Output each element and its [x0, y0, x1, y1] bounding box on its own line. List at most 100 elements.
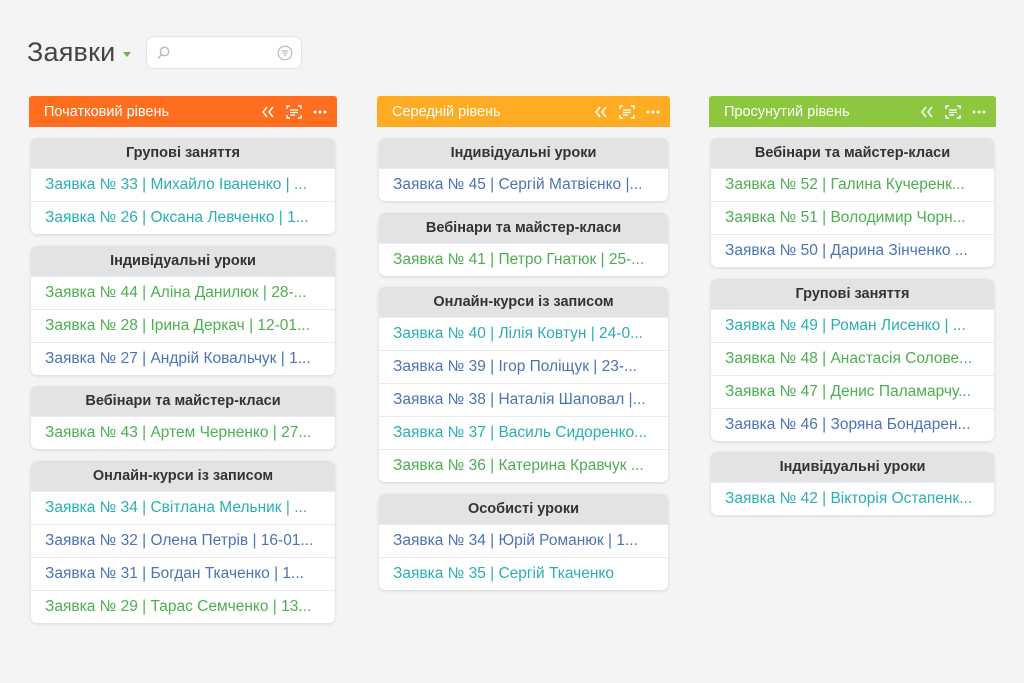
request-card[interactable]: Заявка № 45 | Сергій Матвієнко |... [379, 168, 668, 201]
request-card[interactable]: Заявка № 49 | Роман Лисенко | ... [711, 309, 994, 342]
title-dropdown-icon[interactable] [123, 51, 132, 57]
column-actions [920, 96, 986, 127]
card-group: Індивідуальні уроки Заявка № 44 | Аліна Д… [31, 246, 335, 375]
request-card[interactable]: Заявка № 34 | Юрій Романюк | 1... [379, 524, 668, 557]
request-card[interactable]: Заявка № 38 | Наталія Шаповал |... [379, 383, 668, 416]
request-card-text: Заявка № 38 | Наталія Шаповал |... [393, 391, 646, 408]
request-card[interactable]: Заявка № 42 | Вікторія Остапенк... [711, 482, 994, 515]
request-card-text: Заявка № 40 | Лілія Ковтун | 24-0... [393, 325, 643, 342]
request-card-text: Заявка № 50 | Дарина Зінченко ... [725, 242, 968, 259]
column-actions [261, 96, 327, 127]
group-title[interactable]: Вебінари та майстер-класи [379, 213, 668, 243]
request-card-text: Заявка № 52 | Галина Кучеренк... [725, 176, 965, 193]
group-title[interactable]: Індивідуальні уроки [379, 138, 668, 168]
more-icon[interactable] [646, 110, 660, 114]
request-card[interactable]: Заявка № 50 | Дарина Зінченко ... [711, 234, 994, 267]
group-title[interactable]: Індивідуальні уроки [711, 452, 994, 482]
card-group: Онлайн-курси із записом Заявка № 40 | Ліл… [379, 287, 668, 482]
request-card[interactable]: Заявка № 44 | Аліна Данилюк | 28-... [31, 276, 335, 309]
card-group: Індивідуальні уроки Заявка № 42 | Вікторі… [711, 452, 994, 515]
scan-icon[interactable] [619, 104, 635, 119]
card-group: Особисті уроки Заявка № 34 | Юрій Романюк… [379, 494, 668, 590]
request-card-text: Заявка № 41 | Петро Гнатюк | 25-... [393, 251, 645, 268]
card-group: Індивідуальні уроки Заявка № 45 | Сергій … [379, 138, 668, 201]
kanban-column: Просунутий рівень [709, 96, 996, 127]
page-header: Заявки [27, 36, 132, 68]
collapse-icon[interactable] [920, 106, 934, 118]
request-card[interactable]: Заявка № 52 | Галина Кучеренк... [711, 168, 994, 201]
request-card[interactable]: Заявка № 37 | Василь Сидоренко... [379, 416, 668, 449]
group-title[interactable]: Групові заняття [711, 279, 994, 309]
request-card-text: Заявка № 45 | Сергій Матвієнко |... [393, 176, 643, 193]
group-title[interactable]: Індивідуальні уроки [31, 246, 335, 276]
scan-icon[interactable] [286, 104, 302, 119]
collapse-icon[interactable] [261, 106, 275, 118]
request-card-text: Заявка № 44 | Аліна Данилюк | 28-... [45, 284, 307, 301]
request-card[interactable]: Заявка № 46 | Зоряна Бондарен... [711, 408, 994, 441]
request-card[interactable]: Заявка № 47 | Денис Паламарчу... [711, 375, 994, 408]
request-card[interactable]: Заявка № 36 | Катерина Кравчук ... [379, 449, 668, 482]
card-group: Групові заняття Заявка № 49 | Роман Лисен… [711, 279, 994, 441]
request-card[interactable]: Заявка № 51 | Володимир Чорн... [711, 201, 994, 234]
request-card[interactable]: Заявка № 40 | Лілія Ковтун | 24-0... [379, 317, 668, 350]
request-card[interactable]: Заявка № 48 | Анастасія Солове... [711, 342, 994, 375]
request-card-text: Заявка № 28 | Ірина Деркач | 12-01... [45, 317, 310, 334]
card-group: Групові заняття Заявка № 33 | Михайло Іва… [31, 138, 335, 234]
search-box[interactable] [146, 36, 302, 69]
request-card-text: Заявка № 48 | Анастасія Солове... [725, 350, 973, 367]
column-title[interactable]: Середній рівень [392, 103, 501, 120]
column-actions [594, 96, 660, 127]
request-card[interactable]: Заявка № 43 | Артем Черненко | 27... [31, 416, 335, 449]
column-header: Початковий рівень [29, 96, 337, 127]
request-card-text: Заявка № 46 | Зоряна Бондарен... [725, 416, 971, 433]
request-card[interactable]: Заявка № 31 | Богдан Ткаченко | 1... [31, 557, 335, 590]
request-card[interactable]: Заявка № 33 | Михайло Іваненко | ... [31, 168, 335, 201]
request-card[interactable]: Заявка № 39 | Ігор Поліщук | 23-... [379, 350, 668, 383]
group-title[interactable]: Особисті уроки [379, 494, 668, 524]
request-card-text: Заявка № 42 | Вікторія Остапенк... [725, 490, 973, 507]
more-icon[interactable] [313, 110, 327, 114]
request-card[interactable]: Заявка № 29 | Тарас Семченко | 13... [31, 590, 335, 623]
request-card-text: Заявка № 29 | Тарас Семченко | 13... [45, 598, 312, 615]
card-group: Вебінари та майстер-класи Заявка № 52 | Г… [711, 138, 994, 267]
request-card[interactable]: Заявка № 26 | Оксана Левченко | 1... [31, 201, 335, 234]
collapse-icon[interactable] [594, 106, 608, 118]
request-card-text: Заявка № 49 | Роман Лисенко | ... [725, 317, 966, 334]
group-title[interactable]: Онлайн-курси із записом [31, 461, 335, 491]
request-card-text: Заявка № 34 | Світлана Мельник | ... [45, 499, 308, 516]
filter-icon[interactable] [277, 45, 293, 66]
request-card-text: Заявка № 27 | Андрій Ковальчук | 1... [45, 350, 311, 367]
page-title[interactable]: Заявки [27, 36, 116, 67]
request-card-text: Заявка № 26 | Оксана Левченко | 1... [45, 209, 309, 226]
request-card[interactable]: Заявка № 34 | Світлана Мельник | ... [31, 491, 335, 524]
group-title[interactable]: Вебінари та майстер-класи [711, 138, 994, 168]
group-title[interactable]: Вебінари та майстер-класи [31, 386, 335, 416]
card-group: Вебінари та майстер-класи Заявка № 43 | А… [31, 386, 335, 449]
request-card-text: Заявка № 37 | Василь Сидоренко... [393, 424, 648, 441]
group-title[interactable]: Онлайн-курси із записом [379, 287, 668, 317]
more-icon[interactable] [972, 110, 986, 114]
request-card[interactable]: Заявка № 35 | Сергій Ткаченко [379, 557, 668, 590]
request-card[interactable]: Заявка № 41 | Петро Гнатюк | 25-... [379, 243, 668, 276]
search-input[interactable] [177, 43, 272, 63]
request-card-text: Заявка № 51 | Володимир Чорн... [725, 209, 966, 226]
request-card-text: Заявка № 31 | Богдан Ткаченко | 1... [45, 565, 304, 582]
request-card-text: Заявка № 39 | Ігор Поліщук | 23-... [393, 358, 637, 375]
card-group: Вебінари та майстер-класи Заявка № 41 | П… [379, 213, 668, 276]
request-card-text: Заявка № 43 | Артем Черненко | 27... [45, 424, 312, 441]
request-card[interactable]: Заявка № 28 | Ірина Деркач | 12-01... [31, 309, 335, 342]
request-card-text: Заявка № 33 | Михайло Іваненко | ... [45, 176, 307, 193]
request-card[interactable]: Заявка № 32 | Олена Петрів | 16-01... [31, 524, 335, 557]
card-group: Онлайн-курси із записом Заявка № 34 | Сві… [31, 461, 335, 623]
group-title[interactable]: Групові заняття [31, 138, 335, 168]
request-card-text: Заявка № 35 | Сергій Ткаченко [393, 565, 614, 582]
column-header: Просунутий рівень [709, 96, 996, 127]
kanban-column: Початковий рівень [29, 96, 337, 127]
scan-icon[interactable] [945, 104, 961, 119]
request-card[interactable]: Заявка № 27 | Андрій Ковальчук | 1... [31, 342, 335, 375]
column-title[interactable]: Початковий рівень [44, 103, 170, 120]
search-icon [157, 46, 171, 65]
column-header: Середній рівень [377, 96, 670, 127]
request-card-text: Заявка № 32 | Олена Петрів | 16-01... [45, 532, 314, 549]
column-title[interactable]: Просунутий рівень [724, 103, 850, 120]
